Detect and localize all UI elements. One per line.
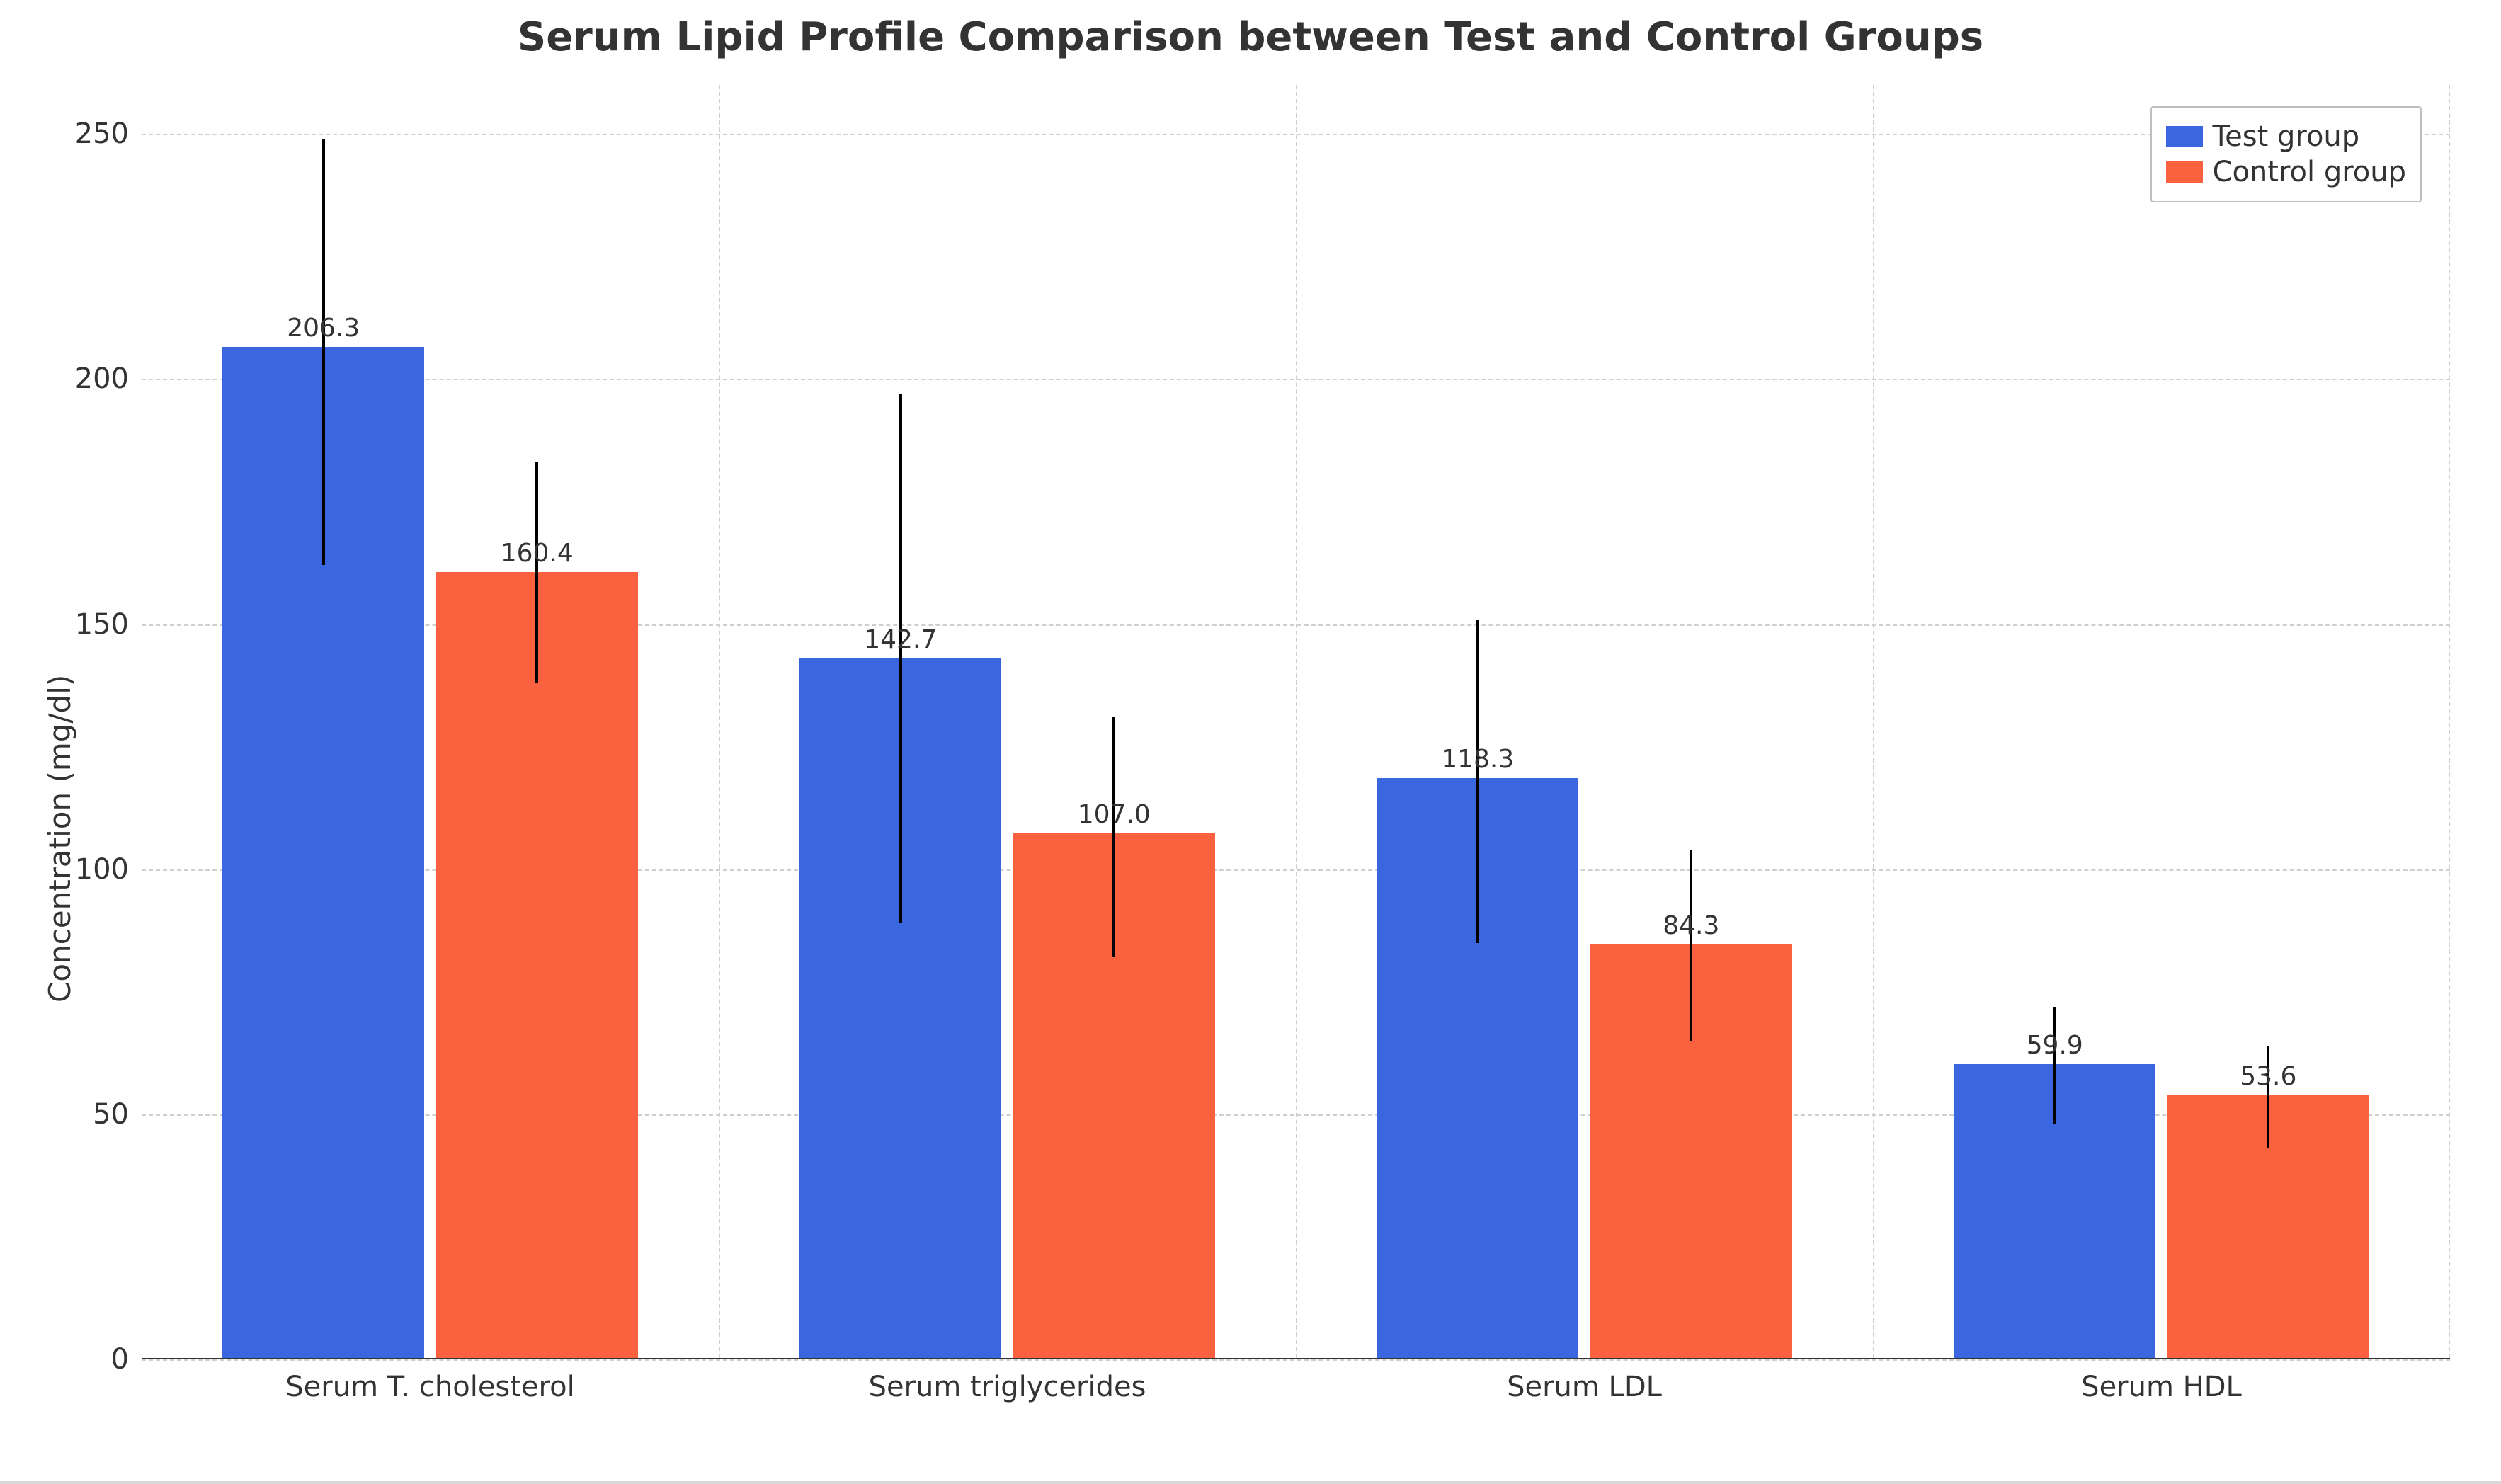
x-tick-label: Serum HDL — [2081, 1358, 2242, 1403]
vgridline — [1873, 85, 1874, 1358]
error-bar — [1476, 620, 1479, 943]
bar-value-label: 84.3 — [1663, 911, 1719, 940]
y-tick-label: 0 — [111, 1343, 142, 1376]
vgridline — [719, 85, 720, 1358]
y-tick-label: 250 — [75, 118, 142, 150]
bar-value-label: 206.3 — [287, 314, 360, 343]
bar-value-label: 107.0 — [1078, 800, 1151, 829]
plot-area: 050100150200250Serum T. cholesterol206.3… — [142, 85, 2450, 1359]
y-tick-label: 150 — [75, 608, 142, 641]
bar-control — [436, 572, 638, 1358]
y-tick-label: 100 — [75, 853, 142, 886]
x-tick-label: Serum triglycerides — [869, 1358, 1146, 1403]
bar-value-label: 53.6 — [2240, 1062, 2296, 1091]
legend-swatch — [2166, 126, 2203, 147]
error-bar — [899, 394, 902, 923]
y-axis-label: Concentration (mg/dl) — [42, 675, 77, 1003]
legend-item: Control group — [2166, 156, 2406, 188]
chart-container: Serum Lipid Profile Comparison between T… — [0, 0, 2501, 1484]
error-bar — [322, 139, 325, 565]
chart-title: Serum Lipid Profile Comparison between T… — [0, 14, 2501, 60]
x-tick-label: Serum LDL — [1507, 1358, 1662, 1403]
x-tick-label: Serum T. cholesterol — [285, 1358, 574, 1403]
error-bar — [2053, 1007, 2056, 1124]
vgridline — [2449, 85, 2450, 1358]
legend-label: Control group — [2213, 156, 2406, 188]
legend: Test groupControl group — [2150, 106, 2422, 202]
footer-divider — [0, 1481, 2501, 1484]
error-bar — [1112, 717, 1115, 957]
error-bar — [535, 462, 538, 683]
bar-value-label: 118.3 — [1441, 745, 1514, 774]
vgridline — [142, 85, 143, 1358]
y-tick-label: 50 — [93, 1098, 142, 1131]
y-tick-label: 200 — [75, 363, 142, 395]
error-bar — [1690, 850, 1692, 1041]
bar-value-label: 142.7 — [864, 625, 937, 654]
vgridline — [1296, 85, 1297, 1358]
error-bar — [2267, 1046, 2269, 1148]
legend-swatch — [2166, 161, 2203, 183]
legend-label: Test group — [2213, 120, 2360, 153]
bar-value-label: 59.9 — [2027, 1031, 2083, 1060]
legend-item: Test group — [2166, 120, 2406, 153]
bar-value-label: 160.4 — [501, 539, 574, 568]
